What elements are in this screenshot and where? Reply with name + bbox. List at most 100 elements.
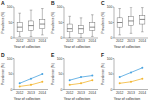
- box: [17, 23, 22, 32]
- whisker-cap: [68, 16, 71, 17]
- y-tick-label: 0: [111, 36, 113, 40]
- panel: C050100201220132014Year of collectionPre…: [101, 0, 149, 49]
- panel: F050100201220132014Year of collectionPre…: [101, 52, 149, 101]
- x-axis-title: Year of collection: [114, 45, 141, 49]
- x-tick-label: 2012: [16, 91, 24, 95]
- x-tick-label: 2014: [139, 91, 147, 95]
- x-tick-label: 2012: [116, 91, 124, 95]
- x-tick-label: 2013: [77, 91, 85, 95]
- figure: A050100201220132014Year of collectionPre…: [0, 0, 150, 103]
- whisker-cap: [91, 36, 94, 37]
- y-axis: [114, 7, 115, 38]
- box: [90, 23, 95, 31]
- whisker-cap: [118, 34, 121, 35]
- whisker-cap: [41, 34, 44, 35]
- line: [70, 80, 93, 85]
- marker: [41, 73, 43, 75]
- box: [78, 26, 83, 34]
- whisker-cap: [30, 10, 33, 11]
- x-axis-title: Year of collection: [14, 97, 41, 101]
- marker: [30, 78, 32, 80]
- x-axis-title: Year of collection: [114, 97, 141, 101]
- line: [20, 74, 43, 83]
- y-tick-label: 100: [7, 57, 13, 61]
- x-tick-label: 2014: [139, 39, 147, 43]
- box: [140, 16, 145, 24]
- whisker-cap: [130, 7, 133, 8]
- y-tick-label: 50: [109, 72, 113, 76]
- box: [28, 21, 33, 30]
- marker: [119, 76, 121, 78]
- marker: [141, 67, 143, 69]
- x-tick-label: 2012: [116, 39, 124, 43]
- median: [67, 28, 72, 29]
- line: [20, 82, 43, 87]
- box: [67, 24, 72, 32]
- panel-label: D: [1, 52, 5, 58]
- marker: [69, 79, 71, 81]
- x-tick-label: 2012: [16, 39, 24, 43]
- panel-label: E: [51, 52, 55, 58]
- median: [140, 19, 145, 20]
- x-tick-label: 2014: [39, 91, 47, 95]
- y-axis-title: Prevalence (%): [1, 12, 5, 34]
- y-tick-label: 100: [57, 5, 63, 9]
- marker: [80, 76, 82, 78]
- y-axis: [14, 7, 15, 38]
- x-tick-label: 2014: [89, 39, 97, 43]
- x-tick-label: 2012: [66, 91, 74, 95]
- x-axis-title: Year of collection: [64, 45, 91, 49]
- x-tick-label: 2013: [27, 39, 35, 43]
- whisker-cap: [80, 17, 83, 18]
- y-axis: [64, 7, 65, 38]
- marker: [19, 85, 21, 87]
- x-tick-label: 2012: [66, 39, 74, 43]
- whisker-cap: [68, 38, 71, 39]
- panel: E050100201220132014Year of collectionPre…: [51, 52, 99, 101]
- y-axis-title: Prevalence (%): [101, 12, 105, 34]
- median: [17, 27, 22, 28]
- y-tick-label: 0: [11, 88, 13, 92]
- whisker-cap: [80, 38, 83, 39]
- whisker-cap: [141, 31, 144, 32]
- y-axis-title: Prevalence (%): [1, 63, 5, 85]
- whisker-cap: [91, 14, 94, 15]
- whisker-cap: [41, 8, 44, 9]
- whisker-cap: [141, 7, 144, 8]
- median: [90, 27, 95, 28]
- y-axis-title: Prevalence (%): [101, 63, 105, 85]
- box: [117, 18, 122, 27]
- marker: [130, 71, 132, 73]
- x-tick-label: 2014: [39, 39, 47, 43]
- y-axis: [114, 59, 115, 90]
- median: [117, 22, 122, 23]
- x-axis-title: Year of collection: [14, 45, 41, 49]
- y-tick-label: 50: [59, 72, 63, 76]
- panel-label: F: [101, 52, 104, 58]
- y-tick-label: 0: [11, 36, 13, 40]
- y-tick-label: 100: [57, 57, 63, 61]
- y-tick-label: 50: [59, 21, 63, 25]
- marks: [17, 9, 45, 37]
- y-axis: [14, 59, 15, 90]
- marker: [19, 82, 21, 84]
- x-tick-label: 2013: [77, 39, 85, 43]
- x-tick-label: 2014: [89, 91, 97, 95]
- y-axis-title: Prevalence (%): [51, 12, 55, 34]
- marker: [69, 84, 71, 86]
- line: [120, 79, 143, 84]
- y-tick-label: 0: [61, 36, 63, 40]
- box: [40, 19, 45, 28]
- y-tick-label: 50: [109, 21, 113, 25]
- y-tick-label: 50: [9, 21, 13, 25]
- marks: [119, 67, 144, 85]
- line: [70, 76, 93, 81]
- y-tick-label: 100: [107, 57, 113, 61]
- line: [120, 68, 143, 77]
- marker: [80, 82, 82, 84]
- marks: [19, 73, 44, 87]
- y-tick-label: 100: [107, 5, 113, 9]
- marks: [67, 15, 95, 38]
- panel-label: A: [1, 0, 5, 6]
- y-axis: [64, 59, 65, 90]
